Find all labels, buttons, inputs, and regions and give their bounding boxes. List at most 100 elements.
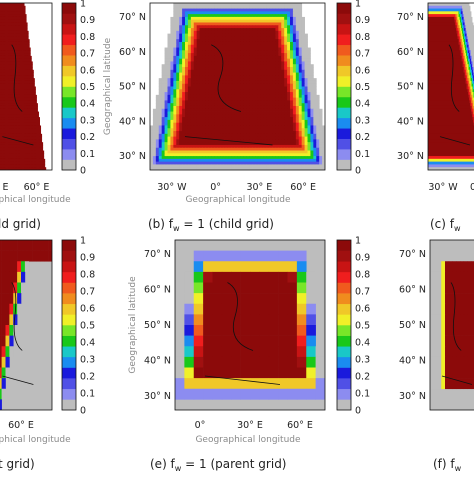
panel-f-plot [430, 240, 474, 410]
colorbar-swatch [62, 251, 76, 262]
colorbar-swatch [337, 66, 351, 77]
colorbar-swatch [337, 399, 351, 410]
colorbar-swatch [62, 66, 76, 77]
colorbar-swatch [337, 13, 351, 24]
colorbar-swatch [337, 293, 351, 304]
colorbar-swatch [337, 24, 351, 35]
panel-caption: t grid) [0, 457, 35, 471]
y-tick-label: 30° N [119, 151, 146, 162]
colorbar-swatch [337, 251, 351, 262]
x-axis-label: Geographical longitude [185, 195, 291, 205]
colorbar-tick-label: 0.1 [355, 149, 370, 160]
x-tick-label: 0 [470, 182, 474, 193]
y-tick-label: 40° N [144, 356, 171, 367]
colorbar-swatch [62, 97, 76, 108]
colorbar-swatch [337, 45, 351, 56]
panel-caption: (f) fw [433, 457, 462, 473]
colorbar-tick-label: 0.5 [80, 321, 95, 332]
colorbar-swatch [62, 45, 76, 56]
colorbar-tick-label: 0.4 [80, 338, 95, 349]
y-tick-label: 70° N [397, 12, 424, 23]
panel-caption: ld grid) [0, 217, 41, 231]
colorbar-swatch [337, 160, 351, 171]
colorbar-swatch [62, 346, 76, 357]
colorbar-tick-label: 0.8 [80, 32, 95, 43]
x-tick-label: E [2, 182, 8, 193]
x-axis-label: raphical longitude [0, 195, 71, 205]
colorbar-swatch [337, 97, 351, 108]
colorbar-swatch [62, 13, 76, 24]
panel-f: 70° N60° N50° N40° N30° N(f) fw [399, 240, 474, 473]
colorbar-swatch [337, 76, 351, 87]
colorbar-swatch [337, 389, 351, 400]
colorbar-swatch [337, 261, 351, 272]
colorbar-tick-label: 0.3 [355, 115, 370, 126]
colorbar-tick-label: 0.9 [80, 253, 95, 264]
y-tick-label: 30° N [397, 151, 424, 162]
y-tick-label: 60° N [119, 47, 146, 58]
x-tick-label: 0° [195, 420, 206, 431]
y-tick-label: 70° N [144, 249, 171, 260]
colorbar-swatch [62, 24, 76, 35]
colorbar-swatch [337, 3, 351, 14]
panel-c-plot [428, 3, 474, 170]
colorbar-swatch [62, 240, 76, 251]
colorbar-swatch [337, 118, 351, 129]
colorbar-tick-label: 1 [80, 0, 86, 10]
y-axis-label: Geographical latitude [103, 37, 113, 135]
colorbar-swatch [337, 314, 351, 325]
x-tick-label: 0° [210, 182, 221, 193]
y-tick-label: 60° N [397, 47, 424, 58]
colorbar-swatch [62, 378, 76, 389]
colorbar-tick-label: 0 [355, 406, 361, 417]
colorbar-swatch [337, 55, 351, 66]
y-tick-label: 30° N [399, 391, 426, 402]
y-tick-label: 40° N [399, 356, 426, 367]
colorbar-tick-label: 0.6 [355, 65, 370, 76]
colorbar-swatch [62, 368, 76, 379]
colorbar-tick-label: 0.7 [355, 287, 370, 298]
colorbar-tick-label: 0 [80, 166, 86, 177]
colorbar-tick-label: 0.1 [80, 149, 95, 160]
colorbar-tick-label: 0.7 [355, 49, 370, 60]
colorbar-swatch [62, 34, 76, 45]
x-tick-label: 60° E [287, 420, 313, 431]
colorbar-tick-label: 0.4 [355, 338, 370, 349]
colorbar-swatch [62, 128, 76, 139]
colorbar-swatch [62, 55, 76, 66]
colorbar-swatch [62, 107, 76, 118]
colorbar-swatch [62, 357, 76, 368]
colorbar-swatch [62, 283, 76, 294]
colorbar-tick-label: 0.6 [355, 304, 370, 315]
panel-caption: (b) fw = 1 (child grid) [148, 217, 274, 233]
panel-caption: (c) fw [430, 217, 461, 233]
colorbar-tick-label: 0.1 [355, 389, 370, 400]
colorbar-swatch [62, 261, 76, 272]
colorbar-swatch [62, 336, 76, 347]
colorbar-tick-label: 0.3 [80, 355, 95, 366]
colorbar-swatch [62, 118, 76, 129]
colorbar-swatch [62, 314, 76, 325]
x-tick-label: 30° E [237, 420, 263, 431]
colorbar-swatch [337, 87, 351, 98]
colorbar-tick-label: 0.3 [355, 355, 370, 366]
colorbar-swatch [62, 272, 76, 283]
colorbar-tick-label: 0.7 [80, 287, 95, 298]
panel-b-plot [150, 3, 325, 170]
y-tick-label: 50° N [399, 320, 426, 331]
colorbar: 10.90.80.70.60.50.40.30.20.10 [337, 236, 370, 417]
panel-a-plot [0, 3, 52, 170]
colorbar-tick-label: 0.8 [355, 32, 370, 43]
y-tick-label: 70° N [399, 249, 426, 260]
colorbar-swatch [62, 399, 76, 410]
x-tick-label: 60° E [8, 420, 34, 431]
colorbar-tick-label: 1 [80, 236, 86, 247]
colorbar-tick-label: 0.6 [80, 65, 95, 76]
colorbar-tick-label: 0.8 [80, 270, 95, 281]
colorbar-tick-label: 0.2 [80, 132, 95, 143]
colorbar-tick-label: 0.8 [355, 270, 370, 281]
